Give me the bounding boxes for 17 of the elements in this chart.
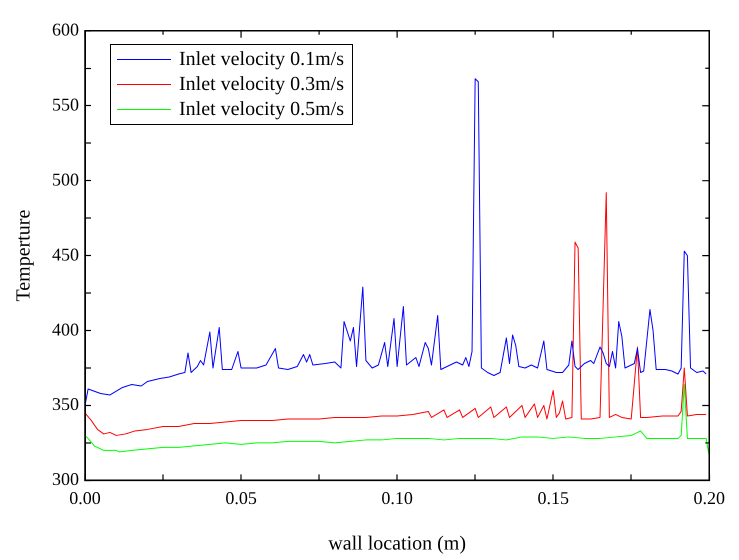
x-tick-label: 0.10	[381, 488, 413, 508]
x-tick-label: 0.15	[537, 488, 569, 508]
y-tick-label: 350	[52, 394, 79, 414]
legend-label: Inlet velocity 0.5m/s	[179, 97, 344, 122]
x-axis-title: wall location (m)	[328, 532, 466, 554]
y-tick-label: 450	[52, 244, 79, 264]
x-tick-label: 0.00	[69, 488, 101, 508]
x-tick-label: 0.05	[225, 488, 257, 508]
legend-label: Inlet velocity 0.1m/s	[179, 47, 344, 72]
legend-label: Inlet velocity 0.3m/s	[179, 72, 344, 97]
y-tick-label: 550	[52, 94, 79, 114]
y-axis-title: Temperture	[12, 210, 34, 302]
y-tick-label: 400	[52, 319, 79, 340]
y-tick-label: 500	[52, 169, 79, 190]
y-tick-label: 600	[52, 20, 79, 40]
y-tick-label: 300	[52, 469, 79, 490]
x-tick-label: 0.20	[694, 488, 725, 508]
